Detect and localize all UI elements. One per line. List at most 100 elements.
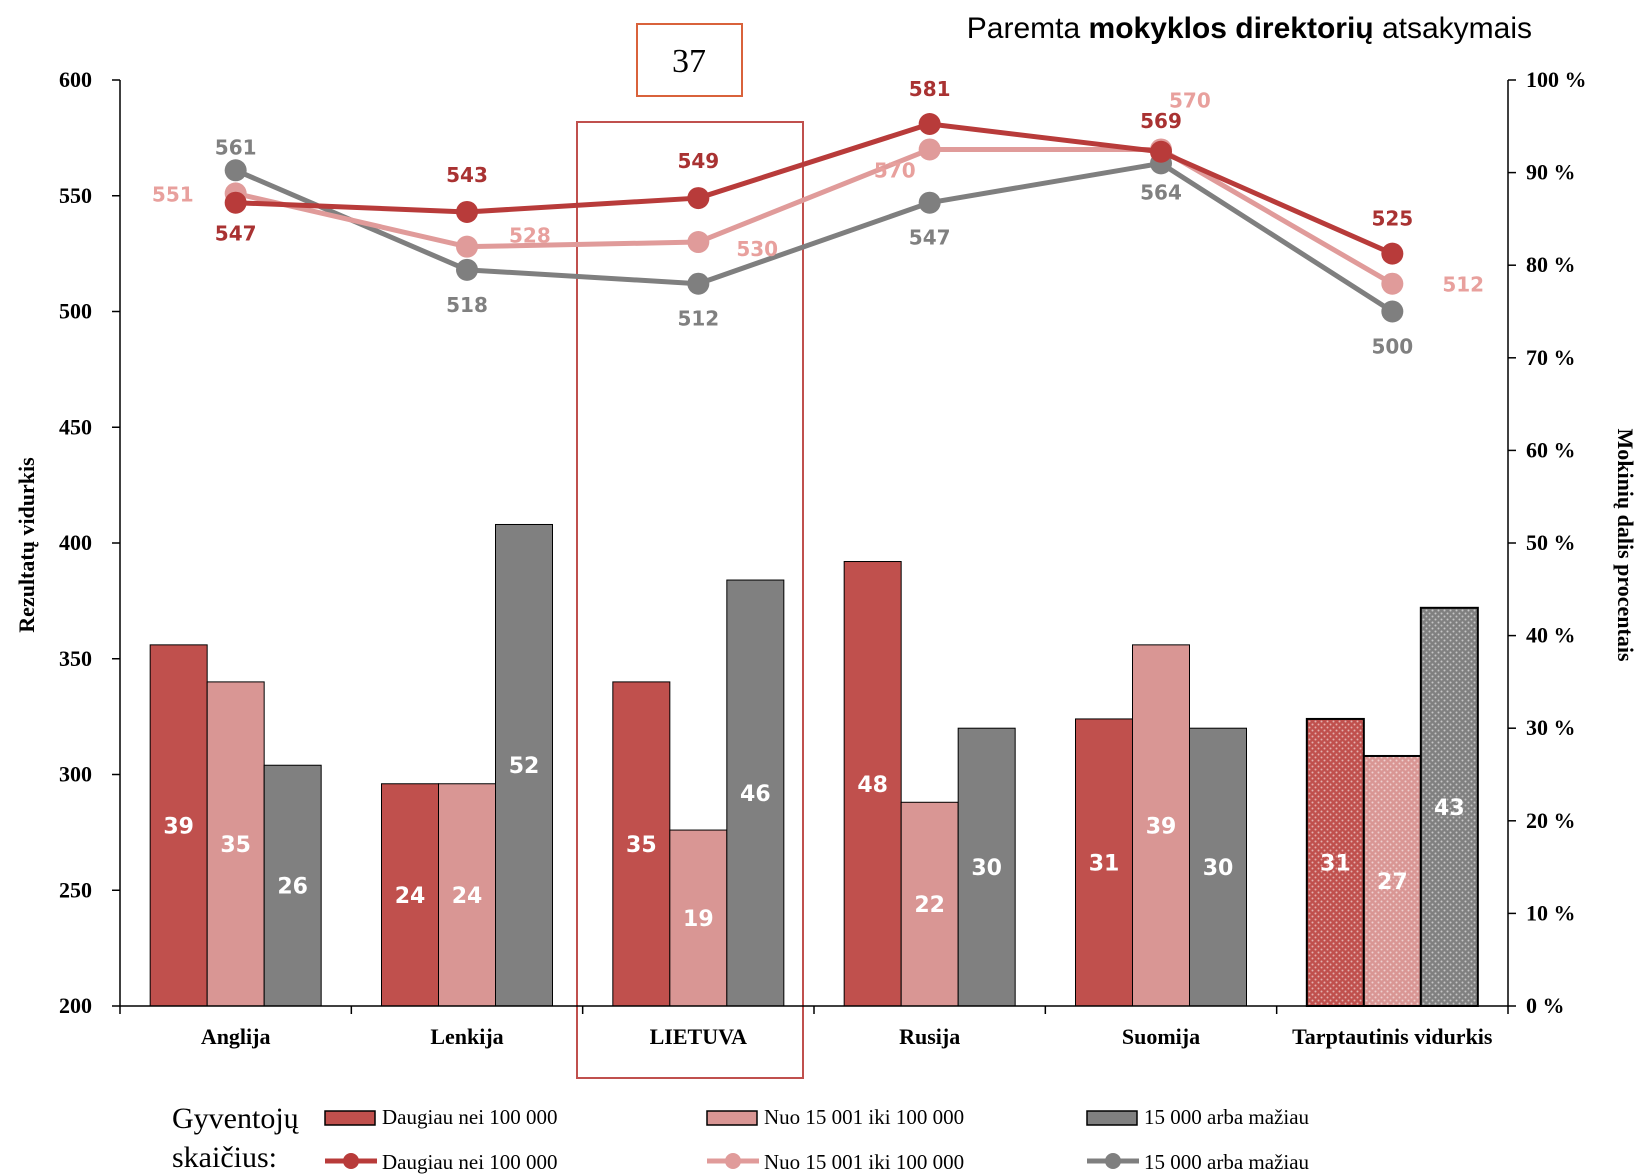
left-tick-label: 600 [59,67,92,92]
bar-value-label: 26 [277,875,308,900]
point-value-label: 547 [909,226,951,250]
header-note: Paremta mokyklos direktorių atsakymais [967,12,1532,45]
page-number: 37 [672,43,706,80]
series-point [1150,140,1172,163]
bar [1075,718,1133,1007]
right-tick-label: 20 % [1526,808,1576,833]
bar [1132,644,1190,1007]
point-value-label: 570 [874,158,916,182]
bar-value-label: 46 [740,782,771,807]
left-tick-label: 200 [59,993,92,1018]
bar [149,644,208,1007]
legend-line-marker [725,1153,741,1169]
legend-line-marker [343,1153,359,1169]
bar [495,523,553,1007]
series-point [224,159,247,182]
legend-bar-label: Nuo 15 001 iki 100 000 [764,1105,964,1129]
bar-value-label: 39 [1146,814,1177,839]
point-value-label: 569 [1140,109,1182,133]
bar-value-label: 24 [395,884,426,909]
right-tick-label: 80 % [1526,252,1576,277]
bar-value-label: 48 [857,773,888,798]
legend-bar-label: Daugiau nei 100 000 [382,1105,558,1129]
series-point [918,191,941,214]
legend-line-marker [1105,1153,1121,1169]
legend-bar-swatch [1086,1110,1138,1126]
point-value-label: 564 [1140,180,1182,204]
series-point [687,231,710,254]
page-number-box [636,23,743,97]
highlight-box-lietuva [576,121,804,1079]
point-value-label: 525 [1371,207,1413,231]
legend-bar-label: 15 000 arba mažiau [1144,1105,1310,1129]
line-layer [224,112,1404,323]
bar-value-label: 43 [1434,796,1465,821]
point-value-label: 570 [1169,88,1211,112]
bar-value-label: 27 [1377,870,1408,895]
category-label: Anglija [201,1024,271,1049]
series-point [687,272,710,295]
legend-title-line2: skaičius: [172,1141,277,1174]
category-label: Tarptautinis vidurkis [1292,1024,1493,1049]
bar-value-label: 30 [1203,856,1234,881]
legend-line-label: Nuo 15 001 iki 100 000 [764,1150,964,1174]
legend: Gyventojų skaičius: Daugiau nei 100 000 N… [172,1102,1310,1174]
point-value-label: 561 [215,135,257,159]
left-axis-title: Rezultatų vidurkis [14,457,39,633]
series-line [235,121,1394,256]
bar [612,681,671,1007]
left-tick-label: 250 [59,877,92,902]
bar [843,561,902,1007]
bar-value-label: 30 [971,856,1002,881]
right-axis-title: Mokinių dalis procentais [1613,428,1637,662]
category-label: LIETUVA [650,1024,748,1049]
left-tick-label: 300 [59,762,92,787]
bar-value-label: 19 [683,907,714,932]
left-tick-label: 350 [59,646,92,671]
bar-value-label: 52 [509,754,540,779]
bar [957,727,1016,1007]
bar-value-label: 39 [163,814,194,839]
point-value-label: 528 [509,224,551,248]
left-tick-label: 500 [59,299,92,324]
series-line [235,146,1394,286]
legend-title-line1: Gyventojų [172,1102,300,1135]
right-tick-label: 30 % [1526,715,1576,740]
series-point [1381,242,1404,265]
bar [1305,717,1365,1007]
bar [726,579,785,1007]
bar-value-label: 35 [626,833,657,858]
bar-value-label: 31 [1089,851,1120,876]
bar [1419,606,1479,1007]
left-tick-label: 400 [59,530,92,555]
point-value-label: 518 [446,293,488,317]
bar [206,681,265,1007]
series-point [456,200,478,223]
bar [900,801,959,1007]
series-point [687,187,710,210]
right-tick-label: 50 % [1526,530,1576,555]
point-value-label: 512 [1442,273,1484,297]
right-tick-label: 100 % [1526,67,1587,92]
series-point [456,235,478,258]
series-line [234,160,1394,314]
point-value-label: 581 [909,77,951,101]
axes-layer: 200 250 300 350 400 450 500 550 600 0 % 10 % 20 % 30… [59,67,1587,1049]
right-tick-label: 60 % [1526,437,1576,462]
legend-line-label: 15 000 arba mažiau [1144,1150,1310,1174]
series-point [224,191,247,214]
right-tick-label: 90 % [1526,160,1576,185]
category-label: Lenkija [430,1024,503,1049]
point-value-label: 500 [1371,335,1413,359]
right-tick-label: 0 % [1526,993,1565,1018]
point-value-label: 543 [446,163,488,187]
point-value-label: 549 [677,149,719,173]
point-value-label: 530 [736,237,778,261]
category-label: Rusija [899,1024,960,1049]
right-tick-label: 70 % [1526,345,1576,370]
series-point [918,138,941,161]
series-point [918,112,941,135]
bar [1362,754,1422,1007]
series-point [1381,300,1404,323]
